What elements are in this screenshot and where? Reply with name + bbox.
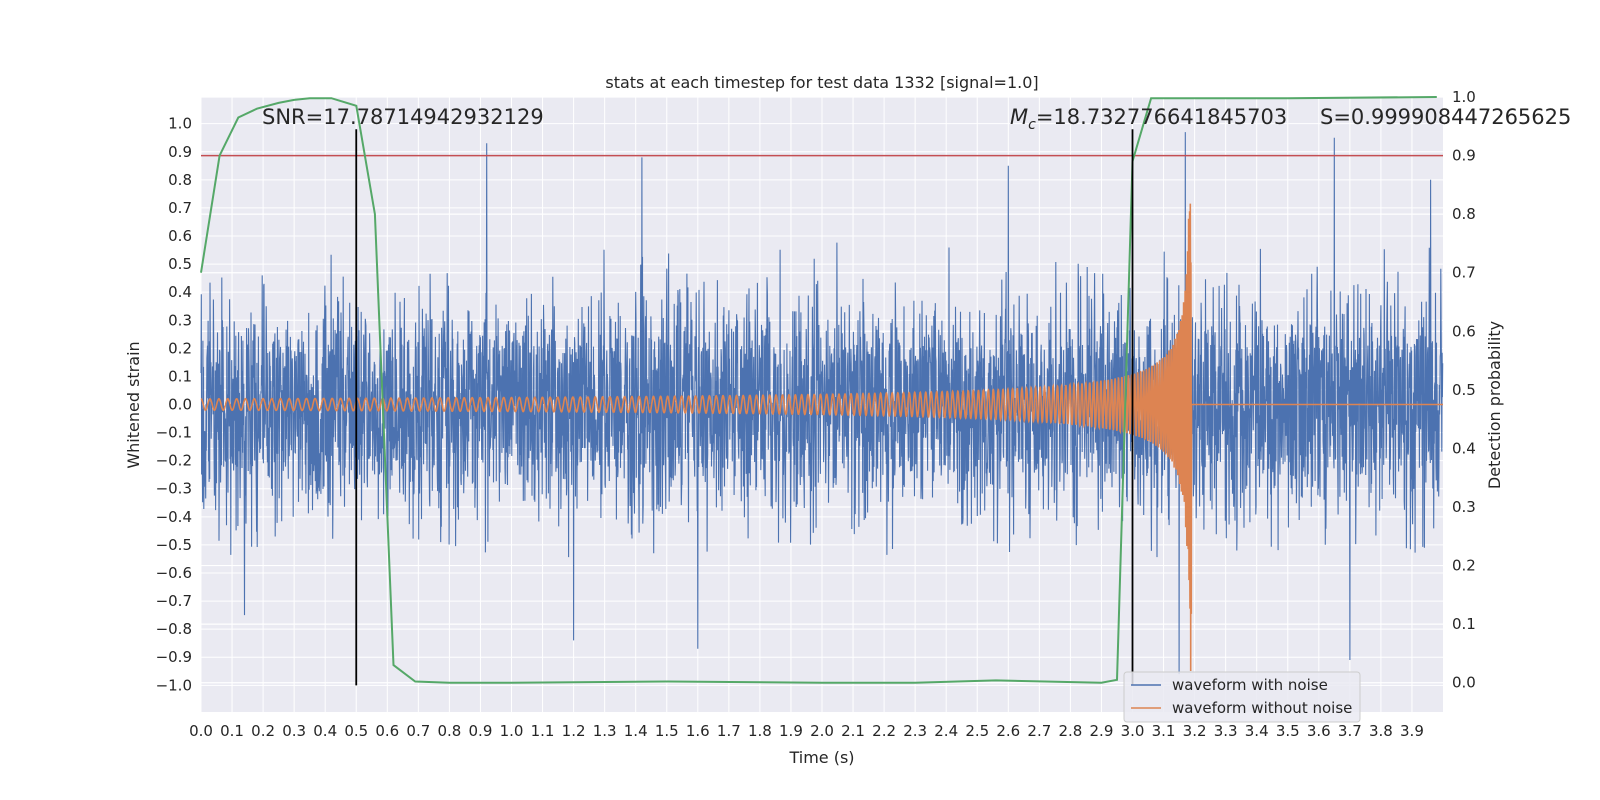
x-tick-label: 1.5 (655, 722, 679, 740)
x-tick-label: 2.1 (841, 722, 865, 740)
x-tick-label: 1.6 (686, 722, 710, 740)
legend-box (1123, 671, 1361, 723)
y-tick-label: −0.2 (156, 452, 192, 470)
x-tick-label: 2.6 (996, 722, 1020, 740)
x-tick-label: 2.0 (810, 722, 834, 740)
y-tick-label: 0.5 (168, 255, 192, 273)
y-tick-label: −0.9 (156, 648, 192, 666)
x-tick-label: 2.2 (872, 722, 896, 740)
x-tick-label: 1.9 (779, 722, 803, 740)
mc-subscript: c (1028, 117, 1036, 133)
y-tick-label: −0.4 (156, 508, 192, 526)
data-layer (200, 96, 1444, 686)
y2-tick-label: 1.0 (1452, 88, 1476, 106)
x-tick-label: 1.1 (531, 722, 555, 740)
y-tick-label: 0.6 (168, 227, 192, 245)
y2-tick-label: 0.9 (1452, 147, 1476, 165)
x-tick-label: 0.6 (375, 722, 399, 740)
y-tick-label: 0.7 (168, 199, 192, 217)
chart-title: stats at each timestep for test data 133… (605, 73, 1038, 92)
x-tick-label: 2.3 (903, 722, 927, 740)
y2-tick-label: 0.5 (1452, 381, 1476, 399)
x-tick-label: 0.7 (406, 722, 430, 740)
x-tick-label: 2.7 (1027, 722, 1051, 740)
y2-tick-label: 0.0 (1452, 674, 1476, 692)
x-tick-label: 0.1 (220, 722, 244, 740)
x-tick-label: 0.8 (437, 722, 461, 740)
x-tick-label: 1.0 (500, 722, 524, 740)
legend-label-noise: waveform with noise (1172, 676, 1328, 694)
x-tick-label: 0.0 (189, 722, 213, 740)
y-tick-label: 0.1 (168, 367, 192, 385)
y2-tick-label: 0.8 (1452, 205, 1476, 223)
y-tick-label: 0.8 (168, 171, 192, 189)
x-tick-label: 3.2 (1183, 722, 1207, 740)
x-tick-label: 3.9 (1400, 722, 1424, 740)
x-tick-label: 0.2 (251, 722, 275, 740)
y2-tick-label: 0.1 (1452, 615, 1476, 633)
y2-axis-label: Detection probability (1485, 321, 1504, 489)
y-tick-label: −0.3 (156, 480, 192, 498)
y-tick-label: 1.0 (168, 115, 192, 133)
x-tick-label: 1.3 (593, 722, 617, 740)
y-tick-label: 0.2 (168, 339, 192, 357)
x-axis-label: Time (s) (788, 748, 854, 767)
x-tick-label: 2.4 (934, 722, 958, 740)
x-tick-label: 1.2 (562, 722, 586, 740)
y-tick-label: −0.5 (156, 536, 192, 554)
y-tick-label: −0.6 (156, 564, 192, 582)
x-tick-label: 0.9 (469, 722, 493, 740)
y2-tick-label: 0.3 (1452, 498, 1476, 516)
y-tick-label: 0.3 (168, 311, 192, 329)
x-tick-label: 2.9 (1090, 722, 1114, 740)
x-tick-label: 3.5 (1276, 722, 1300, 740)
y2-tick-label: 0.6 (1452, 322, 1476, 340)
x-tick-label: 0.4 (313, 722, 337, 740)
x-tick-label: 3.7 (1338, 722, 1362, 740)
s-annotation: S=0.999908447265625 (1320, 105, 1571, 129)
x-tick-label: 1.4 (624, 722, 648, 740)
y-tick-label: 0.0 (168, 396, 192, 414)
snr-annotation: SNR=17.78714942932129 (262, 105, 544, 129)
x-tick-label: 1.8 (748, 722, 772, 740)
y-tick-label: −1.0 (156, 676, 192, 694)
y2-tick-label: 0.7 (1452, 264, 1476, 282)
mc-symbol: M (1010, 105, 1028, 129)
x-tick-label: 2.5 (965, 722, 989, 740)
series-waveform-with-noise (200, 132, 1444, 675)
x-tick-label: 3.4 (1245, 722, 1269, 740)
y-tick-label: 0.9 (168, 143, 192, 161)
axes-layer: 0.0 0.1 0.2 0.3 0.4 0.5 0.6 0.7 0.8 0.9 1.0 1.1 1.2 1… (156, 88, 1476, 740)
y-axis-label: Whitened strain (124, 341, 143, 468)
y-tick-label: −0.7 (156, 592, 192, 610)
x-tick-label: 3.3 (1214, 722, 1238, 740)
x-tick-label: 1.7 (717, 722, 741, 740)
mc-annotation: Mc=18.732776641845703 (1010, 105, 1287, 133)
y-tick-label: −0.8 (156, 620, 192, 638)
x-tick-label: 3.1 (1152, 722, 1176, 740)
mc-value: =18.732776641845703 (1036, 105, 1287, 129)
y-tick-label: 0.4 (168, 283, 192, 301)
y-tick-label: −0.1 (156, 424, 192, 442)
x-tick-label: 3.0 (1121, 722, 1145, 740)
series-waveform-without-noise (200, 203, 1443, 672)
x-tick-label: 0.3 (282, 722, 306, 740)
y2-tick-label: 0.2 (1452, 557, 1476, 575)
x-tick-label: 3.6 (1307, 722, 1331, 740)
x-tick-label: 0.5 (344, 722, 368, 740)
legend: waveform with noise waveform without noi… (1123, 671, 1361, 723)
legend-label-clean: waveform without noise (1172, 699, 1352, 717)
x-tick-label: 3.8 (1369, 722, 1393, 740)
x-tick-label: 2.8 (1058, 722, 1082, 740)
y2-tick-label: 0.4 (1452, 439, 1476, 457)
